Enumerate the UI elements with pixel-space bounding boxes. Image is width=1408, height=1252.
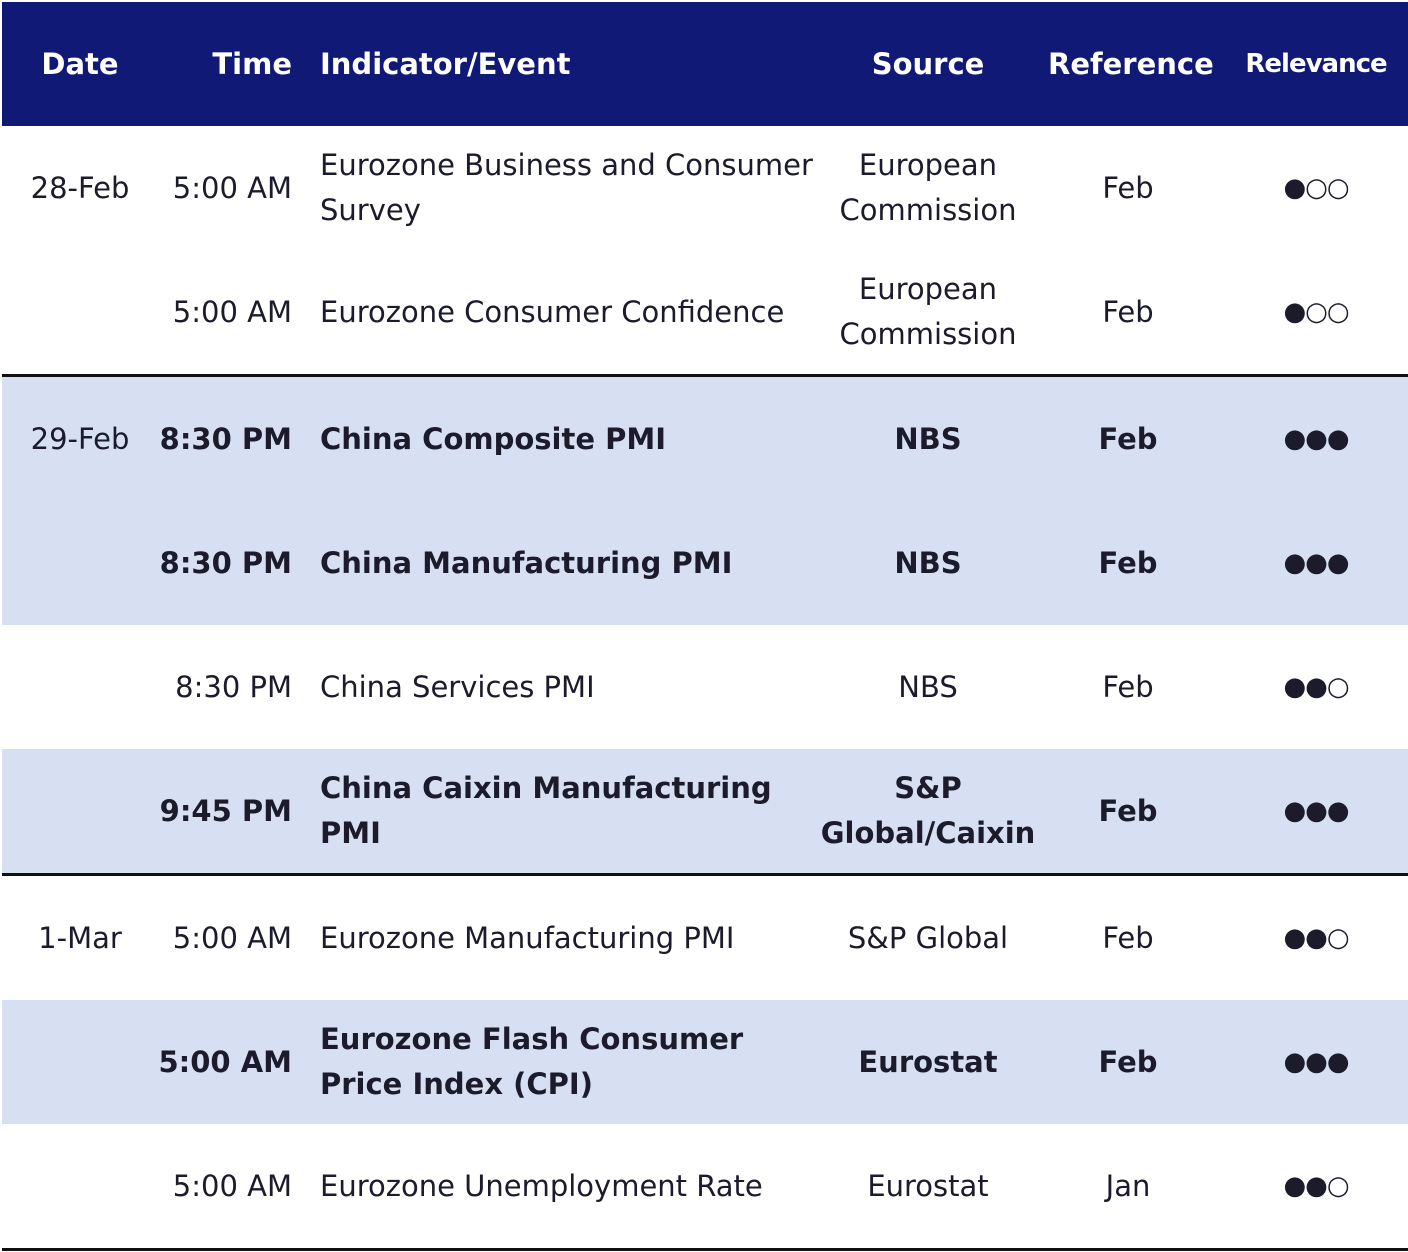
row-date — [2, 749, 158, 873]
row-reference: Feb — [1102, 294, 1154, 329]
row-reference: Feb — [1102, 920, 1154, 955]
row-indicator: China Composite PMI — [320, 421, 667, 456]
group-divider — [2, 1248, 1408, 1251]
header-date: Date — [41, 47, 119, 81]
relevance-dots: ●●● — [1283, 547, 1349, 578]
row-source: NBS — [894, 421, 962, 456]
row-indicator: China Services PMI — [320, 669, 595, 704]
table-row: 5:00 AM Eurozone Flash Consumer Price Ind… — [2, 1000, 1408, 1124]
row-time: 5:00 AM — [172, 1168, 292, 1203]
row-reference: Jan — [1105, 1168, 1151, 1203]
row-source: NBS — [898, 669, 958, 704]
row-time: 9:45 PM — [159, 793, 292, 828]
header-indicator: Indicator/Event — [320, 47, 571, 81]
header-reference: Reference — [1048, 47, 1214, 81]
row-source: Eurostat — [867, 1168, 989, 1203]
header-relevance: Relevance — [1245, 49, 1387, 79]
row-time: 8:30 PM — [159, 545, 292, 580]
group-divider — [2, 374, 1408, 377]
relevance-dots: ●●○ — [1283, 922, 1349, 953]
row-reference: Feb — [1098, 545, 1158, 580]
row-time: 5:00 AM — [172, 170, 292, 205]
group-divider — [2, 873, 1408, 876]
row-date: 28-Feb — [30, 170, 130, 205]
relevance-dots: ●●○ — [1283, 1170, 1349, 1201]
row-indicator: China Caixin Manufacturing PMI — [320, 771, 772, 850]
row-time: 8:30 PM — [175, 669, 292, 704]
row-indicator: Eurozone Unemployment Rate — [320, 1168, 763, 1203]
table-row: 9:45 PM China Caixin Manufacturing PMI S&P… — [2, 749, 1408, 873]
row-indicator: Eurozone Business and Consumer Survey — [320, 148, 813, 227]
row-source: NBS — [894, 545, 962, 580]
table-row: 5:00 AM Eurozone Unemployment Rate Eurosta… — [2, 1124, 1408, 1248]
row-date — [2, 625, 158, 749]
row-source: Eurostat — [858, 1044, 998, 1079]
row-indicator: Eurozone Consumer Confidence — [320, 294, 785, 329]
row-indicator: Eurozone Flash Consumer Price Index (CPI… — [320, 1022, 744, 1101]
row-source: S&P Global/Caixin — [820, 771, 1036, 850]
table-row: 5:00 AM Eurozone Consumer Confidence Europ… — [2, 250, 1408, 374]
relevance-dots: ●●○ — [1283, 671, 1349, 702]
table-row: 28-Feb 5:00 AM Eurozone Business and Consu… — [2, 126, 1408, 250]
relevance-dots: ●○○ — [1283, 296, 1349, 327]
row-date — [2, 1000, 158, 1124]
table-row: 29-Feb 8:30 PM China Composite PMI NBS Feb ●●… — [2, 377, 1408, 501]
table-body: 28-Feb 5:00 AM Eurozone Business and Consu… — [2, 126, 1408, 1251]
row-reference: Feb — [1098, 1044, 1158, 1079]
row-source: European Commission — [839, 148, 1017, 227]
header-source: Source — [871, 47, 985, 81]
row-reference: Feb — [1102, 170, 1154, 205]
row-time: 8:30 PM — [159, 421, 292, 456]
row-time: 5:00 AM — [158, 1044, 292, 1079]
row-date — [2, 501, 158, 625]
table-row: 8:30 PM China Services PMI NBS Feb ●●○ — [2, 625, 1408, 749]
row-time: 5:00 AM — [172, 294, 292, 329]
row-date — [2, 1124, 158, 1248]
relevance-dots: ●○○ — [1283, 172, 1349, 203]
relevance-dots: ●●● — [1283, 1046, 1349, 1077]
row-time: 5:00 AM — [172, 920, 292, 955]
table-row: 8:30 PM China Manufacturing PMI NBS Feb ●●● — [2, 501, 1408, 625]
row-source: S&P Global — [847, 920, 1009, 955]
row-source: European Commission — [839, 272, 1017, 351]
row-indicator: Eurozone Manufacturing PMI — [320, 920, 735, 955]
header-time: Time (ET) — [212, 47, 292, 205]
table-header: Date Time (ET) Indicator/Event Source Re… — [2, 2, 1408, 205]
row-date: 29-Feb — [30, 421, 130, 456]
row-date — [2, 250, 158, 374]
row-reference: Feb — [1098, 793, 1158, 828]
table-row: 1-Mar 5:00 AM Eurozone Manufacturing PMI S&… — [2, 876, 1408, 1000]
row-reference: Feb — [1098, 421, 1158, 456]
row-indicator: China Manufacturing PMI — [320, 545, 733, 580]
row-date: 1-Mar — [38, 920, 122, 955]
row-reference: Feb — [1102, 669, 1154, 704]
relevance-dots: ●●● — [1283, 423, 1349, 454]
relevance-dots: ●●● — [1283, 795, 1349, 826]
